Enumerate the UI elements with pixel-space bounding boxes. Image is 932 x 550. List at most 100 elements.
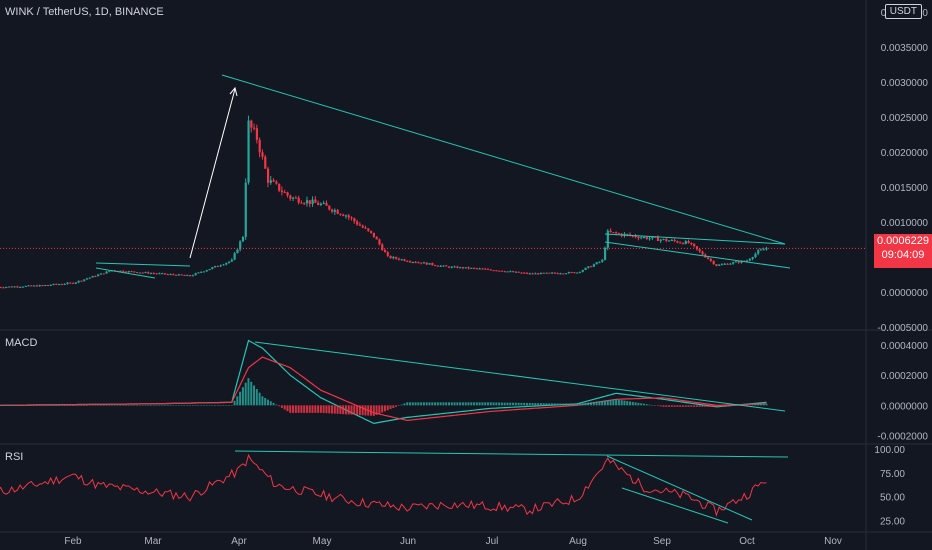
currency-badge[interactable]: USDT [884, 4, 922, 19]
candle-body [300, 202, 303, 204]
macd-histogram-bar [631, 401, 634, 406]
candle-body [748, 259, 751, 261]
macd-histogram-bar [319, 405, 322, 413]
macd-histogram-bar [531, 403, 534, 406]
candle-body [21, 286, 25, 288]
macd-histogram-bar [33, 405, 36, 406]
macd-histogram-bar [278, 405, 281, 407]
candle-body [197, 272, 200, 274]
candle-body [280, 190, 284, 193]
candle-body [286, 192, 289, 196]
macd-histogram-bar [58, 405, 61, 406]
candle-body [205, 270, 208, 272]
candle-body [358, 224, 362, 226]
candle-body [734, 261, 738, 263]
candle-body [175, 274, 178, 276]
candle-body [409, 261, 412, 263]
candle-body [102, 273, 105, 275]
candle-body [336, 210, 339, 214]
macd-histogram-bar [392, 405, 395, 408]
macd-histogram-bar [475, 402, 478, 406]
macd-histogram-bar [216, 405, 219, 406]
macd-histogram-bar [712, 405, 715, 407]
candle-body [684, 241, 687, 244]
candle-body [386, 252, 389, 256]
candle-body [317, 202, 320, 206]
candle-body [77, 280, 80, 283]
macd-tick-label: -0.0002000 [877, 431, 928, 442]
macd-histogram-bar [564, 403, 567, 406]
macd-histogram-bar [473, 402, 476, 406]
macd-histogram-bar [30, 405, 33, 406]
candle-body [241, 236, 245, 242]
macd-histogram-bar [328, 405, 331, 414]
macd-histogram-bar [737, 405, 740, 406]
candle-body [289, 195, 292, 199]
macd-histogram-bar [127, 405, 130, 406]
macd-histogram-bar [389, 405, 392, 410]
candle-body [542, 272, 545, 274]
macd-histogram-bar [573, 403, 576, 406]
macd-histogram-bar [286, 405, 289, 412]
macd-histogram-bar [375, 405, 378, 415]
candle-body [461, 267, 465, 269]
candle-body [637, 237, 640, 239]
macd-histogram-bar [492, 402, 495, 406]
macd-histogram-bar [322, 405, 325, 414]
candle-body [158, 273, 161, 275]
candle-body [601, 259, 604, 262]
macd-plot [0, 339, 786, 425]
candle-body [361, 225, 364, 228]
candle-body [214, 265, 217, 268]
macd-histogram-bar [356, 405, 359, 415]
candle-body [266, 168, 270, 183]
macd-histogram-bar [732, 405, 735, 406]
macd-histogram-bar [734, 405, 737, 406]
candle-body [166, 274, 169, 276]
candle-body [567, 272, 570, 274]
candle-body [484, 268, 487, 270]
macd-histogram-bar [406, 402, 409, 406]
time-axis-label: Feb [64, 536, 82, 547]
rsi-resistance-line [234, 450, 789, 458]
candle-body [236, 249, 239, 254]
macd-histogram-bar [456, 402, 459, 406]
candle-body [503, 271, 506, 273]
candle-body [603, 247, 607, 260]
macd-histogram-bar [537, 403, 540, 406]
candle-body [400, 259, 403, 261]
candle-body [729, 263, 732, 265]
macd-histogram-bar [219, 405, 222, 406]
macd-histogram-bar [701, 405, 704, 407]
macd-histogram-bar [158, 405, 161, 406]
macd-histogram-bar [222, 405, 225, 406]
macd-histogram-bar [587, 402, 590, 406]
macd-histogram-bar [38, 405, 41, 406]
macd-label: MACD [5, 337, 38, 349]
candle-body [19, 286, 22, 288]
macd-histogram-bar [0, 405, 2, 406]
macd-histogram-bar [314, 405, 317, 413]
flag-channel-bottom [95, 267, 156, 279]
macd-histogram-bar [512, 402, 515, 406]
price-tick-label: 0.0010000 [881, 218, 929, 229]
candle-body [278, 183, 281, 191]
macd-histogram-bar [470, 402, 473, 406]
candle-body [172, 274, 175, 276]
macd-histogram-bar [202, 405, 205, 406]
macd-histogram-bar [723, 405, 726, 407]
macd-histogram-bar [244, 382, 247, 406]
candle-body [191, 275, 194, 277]
candle-body [97, 274, 100, 277]
candle-body [314, 199, 317, 203]
candle-body [757, 250, 760, 254]
candle-body [690, 243, 693, 245]
macd-histogram-bar [311, 405, 314, 413]
macd-histogram-bar [13, 405, 16, 406]
macd-histogram-bar [693, 405, 696, 407]
candle-body [659, 239, 662, 241]
candle-body [60, 284, 64, 286]
macd-histogram-bar [102, 405, 105, 406]
macd-histogram-bar [595, 401, 598, 406]
